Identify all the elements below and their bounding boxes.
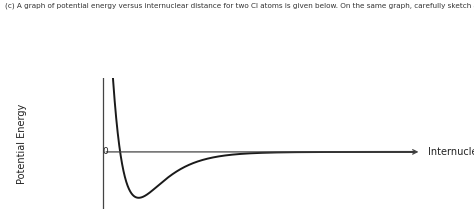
Text: Internuclear Distance: Internuclear Distance — [428, 147, 474, 157]
Text: (c) A graph of potential energy versus internuclear distance for two Cl atoms is: (c) A graph of potential energy versus i… — [5, 2, 474, 9]
Text: Potential Energy: Potential Energy — [17, 104, 27, 184]
Text: 0: 0 — [103, 147, 109, 156]
